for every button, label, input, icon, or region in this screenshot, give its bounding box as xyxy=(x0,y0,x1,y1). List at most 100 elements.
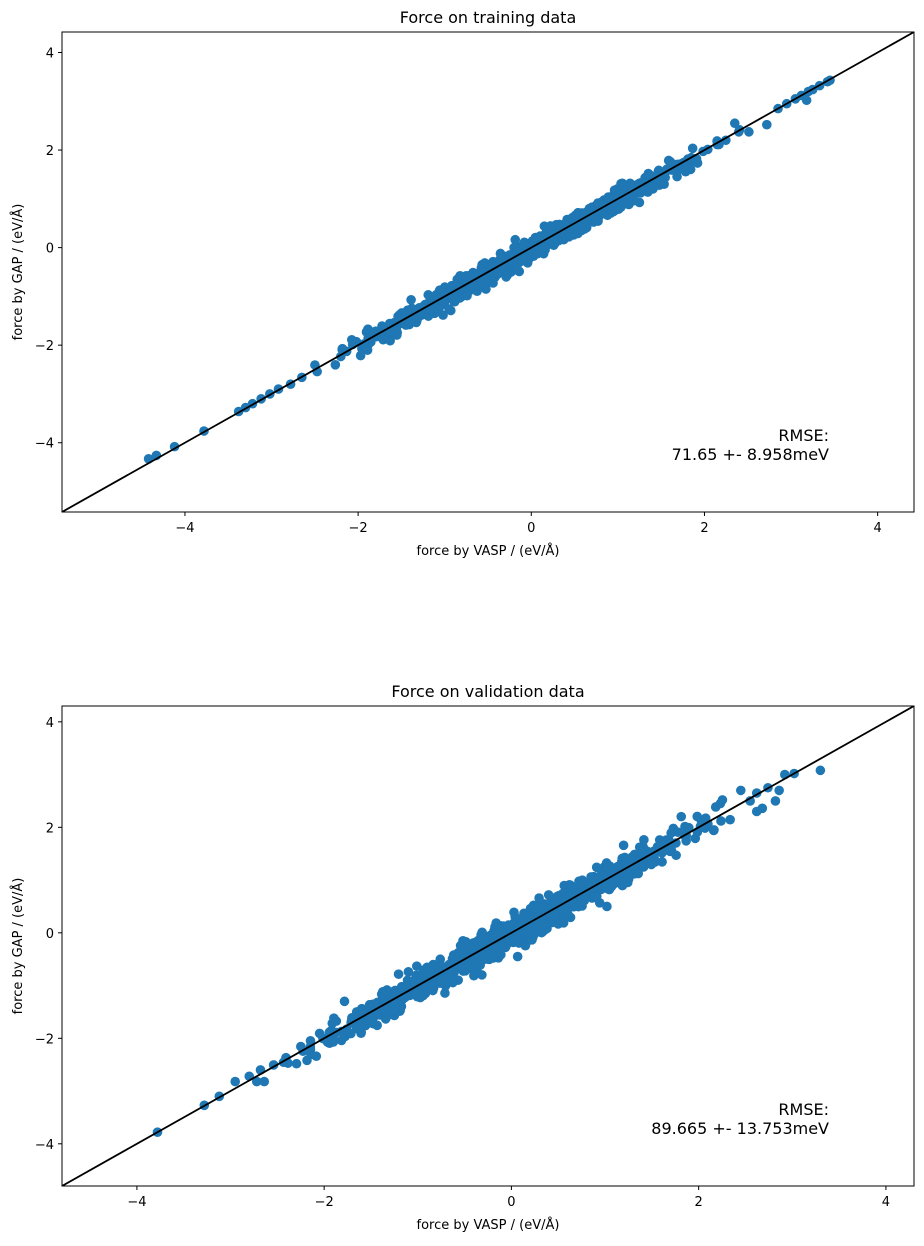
scatter-point xyxy=(536,245,546,255)
scatter-point xyxy=(591,862,602,873)
scatter-point xyxy=(259,1076,270,1087)
x-tick-label: 2 xyxy=(695,1195,703,1210)
scatter-point xyxy=(330,360,341,370)
scatter-point xyxy=(633,868,644,879)
scatter-point xyxy=(692,158,703,168)
rmse-label: RMSE: xyxy=(778,1100,829,1119)
scatter-point xyxy=(505,256,516,267)
scatter-point xyxy=(605,208,616,218)
scatter-point xyxy=(230,1076,241,1087)
x-tick-label: 4 xyxy=(873,521,881,536)
scatter-point xyxy=(622,871,633,882)
scatter-point xyxy=(356,1028,366,1038)
x-axis-label: force by VASP / (eV/Å) xyxy=(417,1217,560,1233)
scatter-point xyxy=(538,919,549,930)
y-tick-label: 4 xyxy=(46,46,54,61)
rmse-label: RMSE: xyxy=(778,426,829,445)
scatter-points xyxy=(143,75,835,464)
scatter-point xyxy=(346,1015,357,1026)
scatter-point xyxy=(302,1055,312,1066)
scatter-point xyxy=(346,1028,356,1039)
scatter-point xyxy=(455,940,466,951)
scatter-point xyxy=(628,183,639,193)
scatter-point xyxy=(687,143,698,154)
scatter-point xyxy=(560,905,570,916)
scatter-point xyxy=(617,880,628,891)
scatter-point xyxy=(634,197,645,208)
scatter-point xyxy=(418,965,429,975)
scatter-point xyxy=(402,988,413,999)
scatter-point xyxy=(683,822,694,833)
scatter-point xyxy=(380,1014,391,1024)
scatter-point xyxy=(553,919,564,929)
scatter-point xyxy=(774,785,784,796)
scatter-point xyxy=(368,999,378,1010)
x-axis-label: force by VASP / (eV/Å) xyxy=(417,543,560,559)
scatter-point xyxy=(477,927,487,938)
x-tick-label: 2 xyxy=(700,521,708,536)
scatter-point xyxy=(470,953,481,964)
scatter-point xyxy=(576,225,587,236)
scatter-point xyxy=(682,163,693,173)
scatter-point xyxy=(662,164,672,174)
scatter-point xyxy=(552,891,562,902)
scatter-point xyxy=(471,936,482,947)
scatter-point xyxy=(602,901,612,912)
chart-1: Force on training data force by VASP / (e… xyxy=(10,8,915,559)
scatter-point xyxy=(251,1076,262,1087)
scatter-point xyxy=(716,816,726,826)
scatter-point xyxy=(744,127,754,137)
reference-line xyxy=(62,32,914,512)
scatter-point xyxy=(512,951,523,962)
scatter-point xyxy=(449,296,460,307)
chart-title: Force on training data xyxy=(400,8,577,27)
scatter-point xyxy=(403,966,414,977)
x-tick-label: −4 xyxy=(175,521,194,536)
scatter-point xyxy=(314,1028,325,1039)
scatter-point xyxy=(418,972,429,983)
scatter-point xyxy=(735,785,746,796)
scatter-point xyxy=(389,1000,400,1011)
x-tick-label: −2 xyxy=(315,1195,334,1210)
x-tick-label: −2 xyxy=(349,521,368,536)
scatter-point xyxy=(708,825,719,836)
scatter-point xyxy=(311,1051,322,1062)
scatter-point xyxy=(510,911,520,922)
scatter-point xyxy=(643,168,654,179)
y-tick-label: −4 xyxy=(35,437,54,452)
scatter-point xyxy=(440,988,450,998)
plot-frame xyxy=(61,705,915,1187)
scatter-point xyxy=(543,890,554,900)
scatter-point xyxy=(527,935,537,945)
scatter-point xyxy=(426,979,437,990)
scatter-point xyxy=(745,796,755,806)
scatter-point xyxy=(491,268,502,278)
scatter-point xyxy=(762,119,772,130)
scatter-point xyxy=(330,1015,340,1026)
y-tick-label: 2 xyxy=(46,144,54,159)
scatter-point xyxy=(492,947,502,958)
scatter-point xyxy=(603,192,614,202)
y-tick-label: −2 xyxy=(35,1032,54,1047)
scatter-point xyxy=(520,940,531,951)
scatter-point xyxy=(435,978,445,988)
scatter-point xyxy=(690,833,701,844)
rmse-value: 71.65 +- 8.958meV xyxy=(672,445,829,464)
scatter-point xyxy=(534,893,544,903)
y-tick-label: 0 xyxy=(46,927,54,942)
scatter-point xyxy=(377,987,388,997)
scatter-point xyxy=(590,891,601,902)
chart-2: Force on validation data force by VASP / … xyxy=(10,682,915,1233)
scatter-point xyxy=(391,326,402,336)
scatter-point xyxy=(503,921,513,931)
scatter-point xyxy=(715,798,726,809)
scatter-point xyxy=(514,266,525,277)
y-tick-label: 0 xyxy=(46,242,54,257)
scatter-point xyxy=(339,996,350,1007)
scatter-point xyxy=(671,850,681,861)
scatter-point xyxy=(657,857,667,867)
scatter-point xyxy=(393,969,404,979)
scatter-point xyxy=(446,969,457,980)
